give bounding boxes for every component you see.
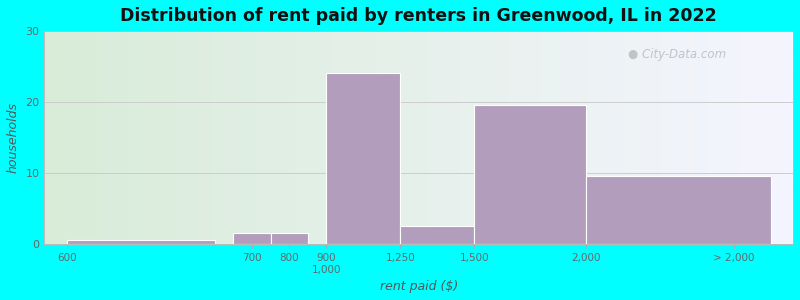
Bar — [326, 73, 400, 244]
Bar — [400, 226, 474, 244]
Y-axis label: households: households — [7, 102, 20, 173]
Bar — [66, 240, 215, 244]
Bar — [586, 176, 771, 244]
Text: ● City-Data.com: ● City-Data.com — [628, 48, 726, 61]
X-axis label: rent paid ($): rent paid ($) — [380, 280, 458, 293]
Bar — [474, 105, 586, 244]
Bar — [234, 233, 270, 244]
Bar — [270, 233, 307, 244]
Title: Distribution of rent paid by renters in Greenwood, IL in 2022: Distribution of rent paid by renters in … — [120, 7, 717, 25]
